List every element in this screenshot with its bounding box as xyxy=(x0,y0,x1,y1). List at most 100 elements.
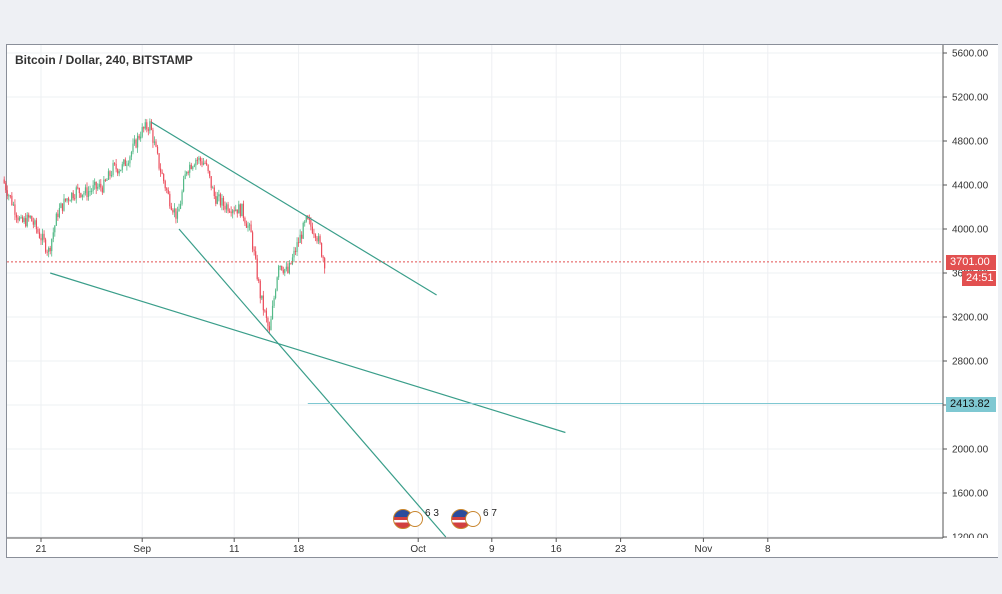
candle-body xyxy=(232,210,234,214)
candle-body xyxy=(69,200,71,202)
time-tick-label: 18 xyxy=(293,544,305,555)
candle-body xyxy=(130,152,133,157)
candle-body xyxy=(78,188,80,194)
candle-body xyxy=(164,181,166,189)
candle-body xyxy=(141,127,143,137)
candle-body xyxy=(92,185,94,191)
trend-line[interactable] xyxy=(178,228,447,538)
candle-body xyxy=(31,215,33,222)
candle-body xyxy=(199,157,202,162)
candle-body xyxy=(216,196,218,204)
candle-body xyxy=(183,179,185,192)
candle-body xyxy=(52,232,54,239)
candle-body xyxy=(310,220,312,227)
candle-body xyxy=(175,208,177,219)
candle-body xyxy=(94,181,96,186)
time-tick-label: Oct xyxy=(410,544,426,555)
candle-body xyxy=(219,194,221,206)
candle-body xyxy=(156,146,159,154)
horizontal-line[interactable] xyxy=(7,261,943,404)
candle-body xyxy=(68,198,70,201)
candle-body xyxy=(245,223,248,228)
candle-body xyxy=(179,204,182,209)
candle-body xyxy=(49,247,51,252)
candle-body xyxy=(294,250,297,253)
candle-body xyxy=(120,169,122,172)
candle-body xyxy=(276,277,278,291)
candle-body xyxy=(124,159,126,166)
candle-body xyxy=(135,139,137,148)
candle-body xyxy=(143,127,145,129)
candle-body xyxy=(158,153,160,169)
time-tick-label: Sep xyxy=(133,544,151,555)
time-axis[interactable]: 21 Sep 11 18 Oct 9 16 23 Nov 8 xyxy=(7,537,998,557)
candle-body xyxy=(173,208,175,213)
candle-body xyxy=(321,243,323,257)
candle-body xyxy=(55,213,57,226)
candle-body xyxy=(210,176,212,188)
candle-body xyxy=(319,236,321,244)
event-badge[interactable]: 6 7 xyxy=(451,508,497,531)
candle-body xyxy=(281,265,283,270)
candle-body xyxy=(123,159,125,165)
candle-body xyxy=(301,234,303,239)
price-tick-label: 2800.00 xyxy=(952,357,989,368)
candles xyxy=(3,118,326,335)
candle-body xyxy=(22,217,24,222)
price-tick-label: 3200.00 xyxy=(952,313,989,324)
price-tick-label: 4000.00 xyxy=(952,225,989,236)
candle-body xyxy=(186,171,188,175)
candle-body xyxy=(302,222,304,239)
candle-body xyxy=(97,186,99,189)
time-tick-label: 11 xyxy=(229,544,240,555)
bar-countdown-label: 24:51 xyxy=(962,271,996,286)
candle-body xyxy=(273,298,275,306)
ring-icon xyxy=(465,511,481,527)
trend-lines[interactable] xyxy=(50,121,566,538)
candle-body xyxy=(58,208,60,218)
candle-body xyxy=(86,187,88,197)
candle-body xyxy=(244,217,246,224)
candle-body xyxy=(256,258,258,280)
price-tick-label: 5200.00 xyxy=(952,93,989,104)
candle-body xyxy=(107,171,110,180)
candle-body xyxy=(109,171,111,176)
candle-body xyxy=(104,179,106,181)
candle-body xyxy=(37,229,39,233)
candle-body xyxy=(89,191,91,193)
candle-body xyxy=(170,206,172,210)
candle-body xyxy=(84,187,87,194)
time-tick-label: Nov xyxy=(695,544,713,555)
candle-body xyxy=(146,122,148,130)
candle-body xyxy=(66,198,68,201)
candle-body xyxy=(176,211,179,219)
candle-body xyxy=(74,198,76,200)
candle-body xyxy=(117,169,119,174)
time-axis-background xyxy=(7,538,998,557)
candle-body xyxy=(238,204,240,214)
candle-body xyxy=(15,214,18,218)
event-badge[interactable]: 6 3 xyxy=(393,508,439,531)
candle-body xyxy=(291,257,294,265)
candle-body xyxy=(118,171,120,174)
candle-body xyxy=(106,179,108,181)
candle-body xyxy=(278,266,280,278)
time-tick-label: 23 xyxy=(615,544,627,555)
candle-body xyxy=(305,215,307,222)
price-axis[interactable]: 5600.005200.004800.004400.004000.003600.… xyxy=(942,45,998,544)
price-tick-label: 5600.00 xyxy=(952,49,989,60)
trend-line[interactable] xyxy=(50,272,566,434)
price-axis-background xyxy=(943,45,998,538)
candle-body xyxy=(287,266,289,273)
candle-body xyxy=(3,179,5,184)
candle-body xyxy=(26,214,28,227)
candle-body xyxy=(298,242,300,244)
candle-body xyxy=(12,204,14,206)
candle-body xyxy=(316,237,318,242)
candle-body xyxy=(14,204,16,215)
trend-line[interactable] xyxy=(151,121,437,296)
candle-body xyxy=(262,295,264,311)
candle-body xyxy=(54,225,56,233)
chart-frame[interactable] xyxy=(6,44,998,558)
